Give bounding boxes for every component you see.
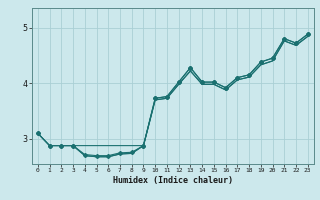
X-axis label: Humidex (Indice chaleur): Humidex (Indice chaleur) — [113, 176, 233, 185]
